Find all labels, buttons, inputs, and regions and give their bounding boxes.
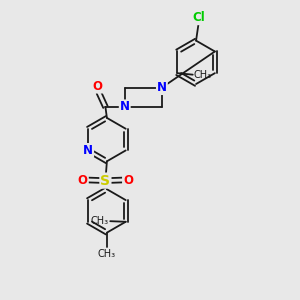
Text: O: O (92, 80, 102, 93)
Text: O: O (123, 173, 133, 187)
Text: CH₃: CH₃ (194, 70, 212, 80)
Text: O: O (78, 173, 88, 187)
Text: N: N (120, 100, 130, 113)
Text: N: N (157, 81, 167, 94)
Text: Cl: Cl (192, 11, 205, 24)
Text: CH₃: CH₃ (91, 216, 109, 226)
Text: N: N (83, 144, 93, 157)
Text: CH₃: CH₃ (98, 249, 116, 259)
Text: S: S (100, 174, 110, 188)
